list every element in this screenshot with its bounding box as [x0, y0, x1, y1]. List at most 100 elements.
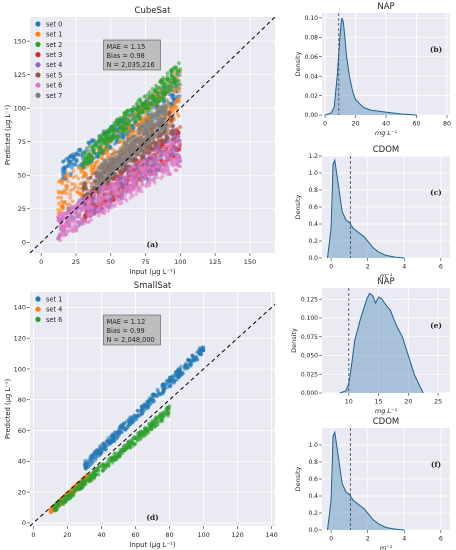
data-point [116, 154, 121, 159]
data-point [60, 166, 65, 171]
data-point [90, 455, 95, 460]
data-point [87, 160, 91, 165]
y-axis-label: Predicted (μg L⁻¹) [4, 105, 12, 166]
scatter-panel-d: 0 20 40 60 80 100 120 140 0 20 40 60 80 100 120 140 Smal… [4, 281, 278, 549]
data-point [98, 138, 103, 143]
data-point [84, 151, 88, 155]
data-point [157, 130, 162, 135]
scatter-panel-a: 0 25 50 75 100 125 150 0 25 50 75 100 125 150 CubeSat I… [4, 6, 276, 276]
data-point [143, 164, 147, 169]
data-point [103, 190, 108, 195]
data-point [108, 183, 113, 187]
data-point [117, 197, 121, 202]
data-point [158, 164, 163, 169]
data-point [170, 131, 175, 136]
data-point [87, 148, 91, 153]
data-point [89, 211, 94, 215]
data-point [83, 458, 88, 463]
data-point [74, 159, 78, 164]
data-point [86, 140, 91, 145]
x-tick-label: 0 [39, 258, 43, 266]
y-tick-label: 0.4 [308, 493, 318, 500]
data-point [177, 96, 181, 101]
data-point [89, 168, 93, 173]
data-point [83, 482, 88, 486]
legend-label: set 6 [46, 82, 62, 90]
panel-title: CDOM [373, 417, 400, 427]
data-point [176, 370, 181, 375]
data-point [130, 153, 135, 157]
data-point [137, 97, 142, 102]
data-point [153, 145, 158, 149]
panel-label: (f) [431, 460, 441, 469]
data-point [109, 205, 114, 210]
data-point [78, 485, 82, 490]
data-point [101, 186, 106, 191]
density-panel-e: 10 15 20 25 0.000 0.025 0.050 0.075 0.100 0.125 NA… [290, 277, 450, 415]
y-tick-label: 150 [14, 37, 26, 45]
data-point [125, 138, 130, 143]
data-point [142, 122, 147, 127]
density-line [339, 292, 424, 394]
data-point [98, 451, 102, 456]
data-point [159, 78, 164, 82]
data-point [79, 218, 84, 223]
data-point [100, 200, 105, 204]
data-point [129, 123, 134, 128]
data-point [127, 112, 132, 117]
data-point [145, 158, 150, 163]
data-point [68, 192, 73, 197]
data-point [76, 176, 81, 181]
data-point [89, 156, 94, 160]
data-point [73, 487, 78, 492]
data-point [117, 139, 122, 144]
x-tick-label: 20 [352, 121, 360, 128]
data-point [164, 164, 168, 169]
data-point [167, 112, 172, 117]
data-point [149, 177, 154, 181]
y-tick-label: 0.4 [308, 221, 318, 228]
data-point [143, 168, 148, 173]
data-point [154, 153, 158, 158]
y-tick-label: 0.100 [301, 315, 318, 322]
data-point [173, 104, 178, 109]
data-point [140, 431, 145, 436]
x-axis-label: Input (μg L⁻¹) [130, 268, 176, 276]
data-point [93, 199, 98, 203]
data-point [100, 171, 104, 176]
data-point [169, 119, 174, 124]
y-tick-label: 100 [14, 104, 26, 112]
data-point [155, 113, 160, 118]
data-point [165, 74, 170, 79]
data-point [174, 154, 179, 159]
y-axis-label: Predicted (μg L⁻¹) [4, 379, 12, 440]
legend-marker [35, 72, 41, 78]
x-axis-label: mg L⁻¹ [375, 129, 398, 137]
data-point [107, 127, 112, 131]
data-point [127, 126, 132, 130]
data-point [158, 112, 163, 116]
data-point [115, 118, 120, 123]
data-point [98, 146, 103, 150]
data-point [86, 204, 91, 209]
data-point [168, 149, 172, 154]
data-point [164, 89, 168, 94]
x-tick-label: 25 [72, 258, 80, 266]
x-tick-label: 2 [366, 264, 370, 271]
data-point [166, 405, 171, 410]
data-point [56, 207, 61, 212]
legend: set 1 set 4 set 6 [35, 295, 62, 324]
y-tick-label: 0.08 [305, 34, 319, 41]
data-point [150, 400, 154, 405]
data-point [170, 375, 175, 380]
data-point [164, 132, 169, 137]
data-point [158, 161, 163, 166]
data-point [88, 477, 92, 481]
data-point [72, 162, 76, 167]
data-point [72, 227, 77, 232]
data-point [113, 433, 118, 437]
data-point [195, 357, 199, 362]
data-point [175, 71, 180, 76]
data-point [135, 167, 140, 172]
data-point [169, 69, 174, 74]
